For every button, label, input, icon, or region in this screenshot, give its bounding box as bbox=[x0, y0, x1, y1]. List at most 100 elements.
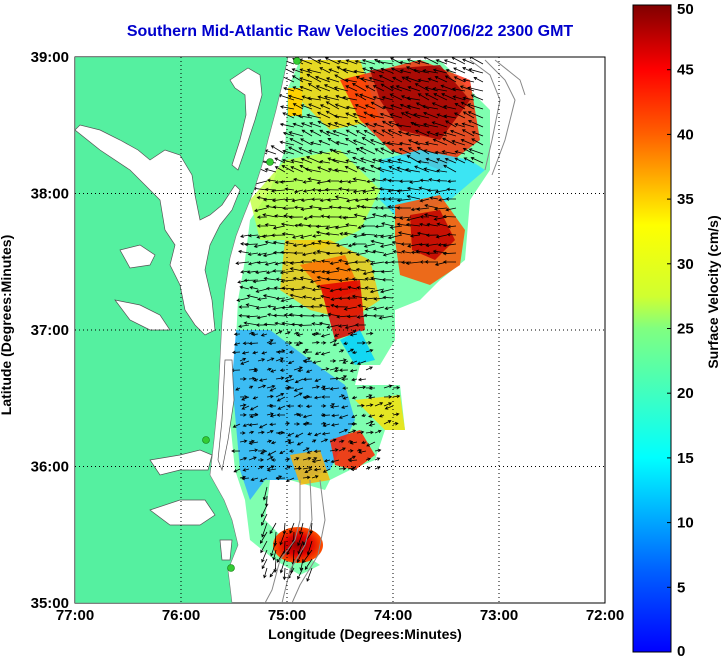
velocity-arrow bbox=[369, 261, 385, 266]
velocity-arrow bbox=[300, 260, 313, 264]
velocity-arrow bbox=[445, 120, 457, 128]
velocity-arrow bbox=[231, 449, 241, 453]
velocity-arrow bbox=[279, 359, 286, 363]
velocity-arrow bbox=[338, 447, 346, 452]
velocity-arrow bbox=[256, 215, 268, 219]
velocity-arrow bbox=[443, 164, 457, 173]
velocity-arrow bbox=[361, 59, 376, 65]
velocity-arrow bbox=[293, 251, 304, 255]
velocity-arrow bbox=[354, 104, 367, 110]
velocity-arrow bbox=[269, 387, 277, 392]
velocity-arrow bbox=[327, 198, 340, 202]
velocity-arrow bbox=[244, 242, 259, 247]
velocity-arrow bbox=[289, 138, 304, 146]
velocity-arrow bbox=[316, 111, 331, 119]
velocity-arrow bbox=[287, 432, 295, 437]
velocity-arrow bbox=[382, 105, 394, 110]
velocity-arrow bbox=[441, 150, 457, 155]
velocity-arrow bbox=[352, 189, 367, 194]
velocity-arrow bbox=[351, 242, 367, 246]
velocity-arrow bbox=[266, 456, 274, 461]
velocity-arrow bbox=[374, 402, 384, 407]
velocity-arrow bbox=[280, 222, 295, 227]
velocity-arrow bbox=[293, 387, 304, 392]
velocity-arrow bbox=[307, 57, 322, 65]
velocity-arrow bbox=[347, 429, 357, 434]
velocity-arrow bbox=[392, 385, 401, 390]
velocity-arrow bbox=[406, 58, 421, 65]
velocity-arrow bbox=[338, 251, 349, 256]
velocity-arrow bbox=[425, 233, 439, 238]
velocity-arrow bbox=[418, 186, 430, 191]
velocity-arrow bbox=[265, 286, 277, 291]
velocity-arrow bbox=[396, 206, 412, 210]
velocity-arrow bbox=[345, 85, 358, 92]
velocity-arrow bbox=[346, 198, 358, 203]
velocity-arrow bbox=[257, 252, 268, 257]
velocity-arrow bbox=[307, 83, 322, 92]
velocity-arrow bbox=[330, 459, 340, 464]
velocity-arrow bbox=[447, 179, 457, 184]
y-tick-label: 38:00 bbox=[31, 186, 69, 203]
velocity-arrow bbox=[406, 155, 421, 164]
velocity-arrow bbox=[270, 145, 286, 155]
velocity-arrow bbox=[282, 567, 287, 581]
velocity-arrow bbox=[334, 225, 349, 230]
velocity-arrow bbox=[347, 180, 358, 184]
velocity-arrow bbox=[293, 366, 303, 371]
velocity-arrow bbox=[412, 68, 430, 74]
velocity-arrow bbox=[299, 268, 313, 273]
velocity-arrow bbox=[345, 159, 358, 164]
velocity-arrow bbox=[284, 375, 293, 380]
velocity-arrow bbox=[354, 323, 367, 327]
velocity-arrow bbox=[297, 404, 304, 408]
velocity-arrow bbox=[233, 468, 241, 473]
velocity-arrow bbox=[309, 122, 322, 128]
velocity-arrow bbox=[351, 395, 358, 400]
velocity-arrow bbox=[372, 158, 385, 164]
velocity-arrow bbox=[248, 331, 255, 336]
velocity-arrow bbox=[331, 158, 349, 164]
velocity-arrow bbox=[460, 138, 475, 146]
velocity-arrow bbox=[259, 477, 268, 482]
velocity-arrow bbox=[292, 276, 304, 281]
velocity-arrow bbox=[468, 148, 484, 155]
velocity-arrow bbox=[357, 225, 367, 230]
velocity-arrow bbox=[246, 270, 259, 274]
velocity-arrow bbox=[370, 276, 385, 281]
velocity-arrow bbox=[253, 243, 268, 248]
velocity-arrow bbox=[246, 314, 259, 319]
velocity-arrow bbox=[422, 69, 439, 74]
velocity-arrow bbox=[261, 351, 268, 355]
colorbar-tick-label: 10 bbox=[677, 515, 694, 532]
velocity-arrow bbox=[414, 141, 430, 146]
velocity-arrow bbox=[277, 431, 286, 435]
velocity-arrow bbox=[272, 225, 286, 230]
velocity-arrow bbox=[251, 332, 259, 337]
velocity-arrow bbox=[400, 112, 412, 119]
velocity-arrow bbox=[329, 376, 340, 381]
velocity-arrow bbox=[335, 94, 349, 101]
velocity-arrow bbox=[365, 85, 376, 92]
velocity-arrow bbox=[406, 194, 421, 200]
velocity-arrow bbox=[299, 77, 313, 83]
velocity-arrow bbox=[275, 376, 285, 380]
velocity-arrow bbox=[338, 287, 349, 292]
velocity-arrow bbox=[406, 96, 421, 101]
velocity-arrow bbox=[405, 261, 421, 266]
velocity-arrow bbox=[454, 157, 466, 164]
velocity-arrow bbox=[311, 385, 320, 389]
velocity-arrow bbox=[372, 249, 385, 254]
velocity-arrow bbox=[320, 294, 331, 299]
velocity-arrow bbox=[275, 476, 286, 481]
velocity-arrow bbox=[431, 121, 448, 128]
velocity-arrow bbox=[429, 196, 439, 200]
velocity-arrow bbox=[313, 449, 322, 454]
velocity-arrow bbox=[381, 95, 394, 101]
velocity-arrow bbox=[302, 243, 313, 248]
velocity-arrow bbox=[324, 187, 340, 192]
velocity-arrow bbox=[462, 78, 475, 83]
velocity-arrow bbox=[336, 66, 349, 74]
velocity-arrow bbox=[297, 531, 304, 547]
velocity-arrow bbox=[281, 165, 295, 173]
